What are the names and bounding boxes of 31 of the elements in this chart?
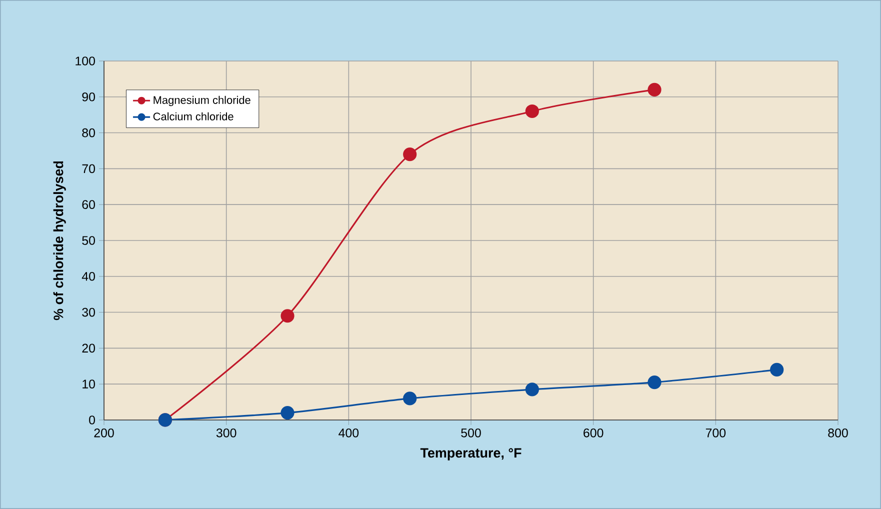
point <box>280 309 294 323</box>
x-tick-label: 700 <box>706 428 726 438</box>
y-tick-label: 50 <box>82 236 95 245</box>
y-tick-label: 90 <box>82 92 95 102</box>
point <box>403 148 417 162</box>
point <box>280 406 294 420</box>
y-tick-label: 100 <box>76 56 95 66</box>
point <box>525 382 539 396</box>
x-tick-label: 600 <box>584 428 604 438</box>
y-tick-label: 30 <box>82 308 95 317</box>
legend-label: Calcium chloride <box>153 112 234 120</box>
y-tick-label: 10 <box>82 380 95 388</box>
y-axis-title: % of chloride hydrolysed <box>53 161 66 320</box>
x-tick-label: 300 <box>216 428 236 438</box>
x-axis-title: Temperature, °F <box>420 448 522 460</box>
point <box>648 82 662 97</box>
point <box>525 104 539 118</box>
x-tick-label: 400 <box>338 428 359 438</box>
point <box>403 392 417 406</box>
legend-label: Magnesium chloride <box>154 96 250 106</box>
y-tick-label: 20 <box>82 344 95 353</box>
y-tick-label: 0 <box>89 416 95 424</box>
y-tick-label: 40 <box>82 272 95 281</box>
point <box>648 375 662 390</box>
point <box>770 362 784 377</box>
x-tick-label: 800 <box>828 428 848 438</box>
y-tick-label: 60 <box>82 200 95 209</box>
y-tick-label: 80 <box>82 128 95 138</box>
x-tick-label: 500 <box>461 428 481 438</box>
x-tick-label: 200 <box>94 428 114 438</box>
y-tick-label: 70 <box>82 164 95 174</box>
